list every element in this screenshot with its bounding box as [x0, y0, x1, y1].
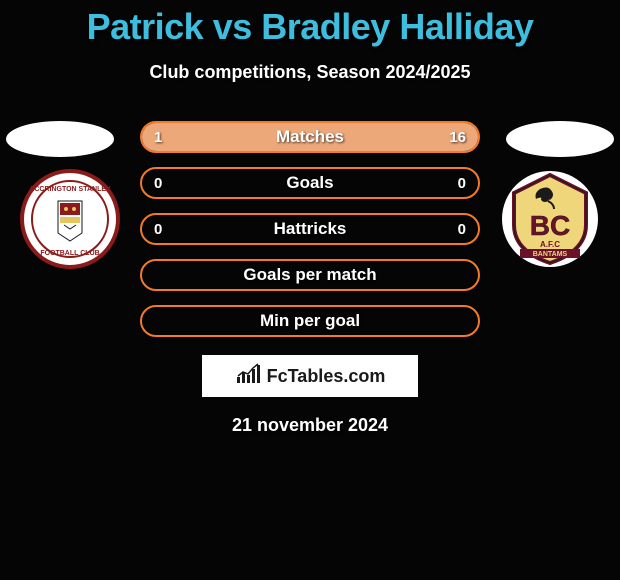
stat-bar: Goals per match	[140, 259, 480, 291]
bar-label: Min per goal	[142, 307, 478, 335]
svg-text:BANTAMS: BANTAMS	[533, 251, 568, 258]
svg-text:FOOTBALL CLUB: FOOTBALL CLUB	[40, 250, 99, 257]
stat-bar: 00Goals	[140, 167, 480, 199]
accrington-badge-icon: ACCRINGTON STANLEY FOOTBALL CLUB	[20, 169, 120, 269]
stat-bar: 00Hattricks	[140, 213, 480, 245]
subtitle: Club competitions, Season 2024/2025	[0, 62, 620, 83]
bar-label: Matches	[142, 123, 478, 151]
svg-text:A.F.C: A.F.C	[540, 240, 560, 249]
svg-text:BC: BC	[530, 210, 570, 241]
page-title: Patrick vs Bradley Halliday	[0, 0, 620, 48]
brand-text: FcTables.com	[267, 366, 386, 387]
stat-bar: Min per goal	[140, 305, 480, 337]
stat-bars: 116Matches 00Goals 00Hattricks Goals per ma…	[140, 121, 480, 337]
player-oval-left	[6, 121, 114, 157]
bar-label: Goals	[142, 169, 478, 197]
brand-box: FcTables.com	[202, 355, 418, 397]
comparison-main: ACCRINGTON STANLEY FOOTBALL CLUB BC A.F.…	[0, 121, 620, 436]
bradford-badge-icon: BC A.F.C BANTAMS	[500, 169, 600, 269]
svg-text:ACCRINGTON STANLEY: ACCRINGTON STANLEY	[29, 186, 111, 193]
bar-label: Goals per match	[142, 261, 478, 289]
bar-label: Hattricks	[142, 215, 478, 243]
brand-chart-icon	[235, 363, 263, 390]
stat-bar: 116Matches	[140, 121, 480, 153]
player-oval-right	[506, 121, 614, 157]
date-text: 21 november 2024	[0, 415, 620, 436]
